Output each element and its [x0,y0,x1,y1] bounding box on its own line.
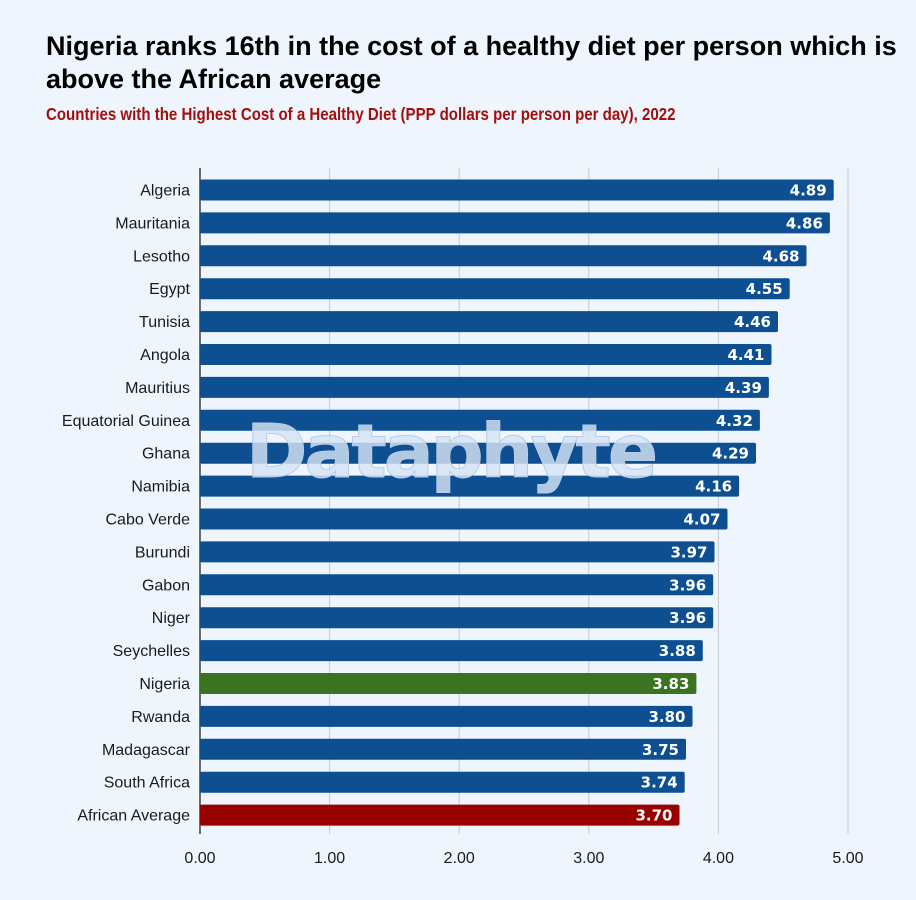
gridlines [329,168,849,834]
value-label: 4.86 [786,214,823,232]
bar-gabon [200,574,714,596]
bar-rwanda [200,705,693,727]
value-label: 3.96 [669,576,706,594]
bar-angola [200,344,772,365]
category-label: Ghana [142,446,190,463]
category-label: Burundi [135,544,190,561]
bar-namibia [200,475,740,497]
value-label: 3.70 [635,807,672,825]
category-label: Gabon [142,577,190,594]
bar-mauritius [200,376,769,398]
category-label: Niger [152,610,191,627]
chart-subtitle: Countries with the Highest Cost of a Hea… [46,104,676,124]
category-label: Algeria [140,183,190,200]
bar-seychelles [200,640,703,662]
category-label: Nigeria [139,676,190,693]
value-labels: 4.89 4.86 4.68 4.55 4.46 4.41 4.39 4.32 4.29 4.16… [635,182,826,825]
value-label: 3.97 [670,543,707,561]
value-label: 3.75 [642,741,679,759]
x-tick-label: 0.00 [184,850,215,867]
x-axis-ticks: 0.00 1.00 2.00 3.00 4.00 5.00 [184,850,863,867]
value-label: 4.29 [712,445,749,463]
category-label: Madagascar [102,742,191,759]
x-tick-label: 2.00 [444,850,475,867]
category-label: Mauritius [125,380,190,397]
bar-african-average [200,804,680,826]
category-label: Tunisia [139,314,190,331]
category-label: Cabo Verde [105,512,190,529]
bar-cabo-verde [200,508,728,530]
value-label: 3.88 [659,642,696,660]
category-label: Mauritania [115,215,190,232]
value-label: 4.07 [683,511,720,529]
bar-algeria [200,179,834,201]
bar-niger [200,607,714,629]
bar-lesotho [200,245,807,267]
value-label: 3.74 [641,774,678,792]
category-labels: Algeria Mauritania Lesotho Egypt Tunisia Ango… [62,183,191,825]
value-label: 3.80 [648,708,685,726]
value-label: 4.16 [695,478,732,496]
bar-ghana [200,442,756,464]
value-label: 4.32 [716,412,753,430]
dataphyte-watermark: Dataphyte [246,409,655,495]
bar-egypt [200,278,790,300]
bar-nigeria [200,673,697,694]
bars [200,179,834,826]
bar-tunisia [200,311,778,333]
value-label: 3.83 [652,675,689,693]
category-label: Namibia [131,479,190,496]
value-label: 3.96 [669,609,706,627]
category-label: Egypt [149,281,190,298]
chart-title: Nigeria ranks 16th in the cost of a heal… [46,31,897,94]
value-label: 4.55 [746,280,783,298]
bar-burundi [200,541,715,563]
category-label: Equatorial Guinea [62,413,190,430]
value-label: 4.39 [725,379,762,397]
value-label: 4.89 [790,182,827,200]
category-label: African Average [77,808,190,825]
x-tick-label: 4.00 [703,850,734,867]
category-label: Seychelles [113,643,190,660]
category-label: South Africa [104,775,190,792]
x-tick-label: 1.00 [314,850,345,867]
bar-south-africa [200,771,685,793]
x-tick-label: 5.00 [832,850,863,867]
value-label: 4.68 [762,247,799,265]
category-label: Angola [140,347,190,364]
bar-equatorial-guinea [200,409,760,431]
value-label: 4.46 [734,313,771,331]
bar-madagascar [200,738,686,760]
x-tick-label: 3.00 [573,850,604,867]
category-label: Lesotho [133,248,190,265]
category-label: Rwanda [131,709,190,726]
value-label: 4.41 [727,346,764,364]
bar-mauritania [200,212,830,234]
